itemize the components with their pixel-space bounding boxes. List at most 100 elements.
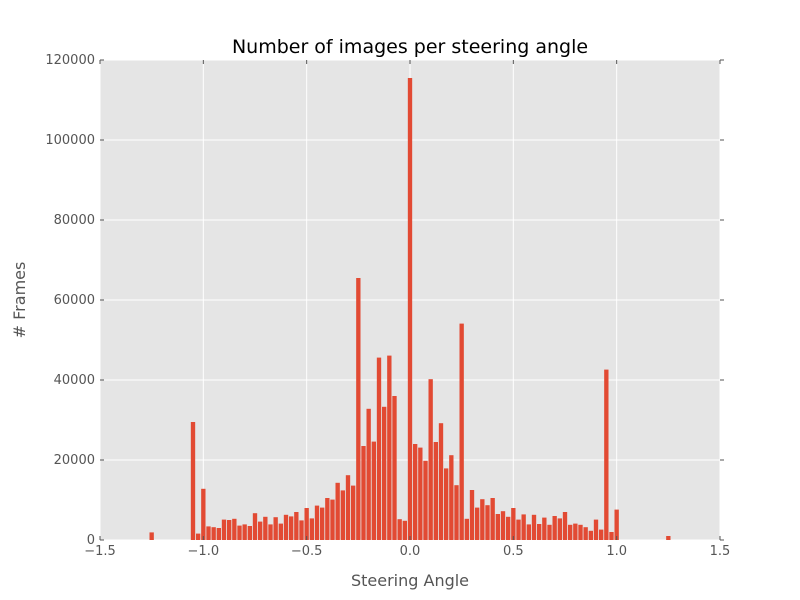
histogram-bar bbox=[428, 379, 433, 540]
histogram-bar bbox=[319, 507, 325, 540]
y-tick-label: 20000 bbox=[54, 453, 95, 468]
y-tick-label: 60000 bbox=[54, 293, 95, 308]
histogram-bar bbox=[309, 518, 315, 540]
x-tick-label: −1.0 bbox=[188, 544, 220, 559]
histogram-bar bbox=[583, 527, 588, 540]
histogram-bar bbox=[216, 528, 222, 540]
tick-labels: −1.5 −1.0 −0.5 0.0 0.5 1.0 1.5 0 20000 40000 60000… bbox=[45, 53, 730, 559]
histogram-bar bbox=[604, 369, 609, 540]
histogram-bar bbox=[278, 523, 284, 540]
histogram-bar bbox=[609, 532, 614, 540]
histogram-bar bbox=[268, 524, 273, 540]
histogram-bar bbox=[407, 78, 413, 540]
histogram-bar bbox=[454, 485, 459, 540]
histogram-bar bbox=[201, 488, 206, 540]
histogram-bar bbox=[567, 524, 573, 540]
histogram-bar bbox=[371, 441, 377, 540]
histogram-bar bbox=[283, 514, 289, 540]
histogram-bar bbox=[190, 422, 196, 540]
histogram-bar bbox=[350, 485, 356, 540]
histogram-bar bbox=[469, 490, 475, 540]
histogram-bar bbox=[376, 357, 382, 540]
histogram-bar bbox=[288, 516, 294, 540]
histogram-bar bbox=[402, 520, 408, 540]
histogram-bar bbox=[562, 512, 568, 540]
axis-ticks bbox=[99, 59, 724, 541]
x-tick-label: −0.5 bbox=[291, 544, 323, 559]
histogram-bar bbox=[237, 525, 242, 540]
histogram-bar bbox=[340, 490, 346, 540]
chart-title: Number of images per steering angle bbox=[232, 36, 588, 58]
histogram-bar bbox=[526, 524, 532, 540]
histogram-bar bbox=[598, 529, 604, 540]
histogram-bar bbox=[211, 527, 216, 540]
histogram-bar bbox=[614, 509, 619, 540]
histogram-bar bbox=[361, 446, 366, 540]
histogram-bar bbox=[304, 508, 309, 540]
histogram-bar bbox=[443, 468, 449, 540]
histogram-bar bbox=[330, 499, 335, 540]
histogram-bar bbox=[247, 526, 253, 540]
histogram-bar bbox=[412, 444, 418, 540]
histogram-bar bbox=[242, 524, 247, 540]
histogram-bar bbox=[485, 505, 490, 540]
histogram-bar bbox=[516, 519, 521, 540]
histogram-bar bbox=[232, 518, 237, 540]
histogram-bar bbox=[547, 524, 552, 540]
histogram-bar bbox=[433, 442, 439, 540]
histogram-bar bbox=[263, 516, 268, 540]
histogram-bar bbox=[588, 530, 594, 540]
y-tick-label: 120000 bbox=[45, 53, 95, 68]
histogram-bar bbox=[557, 518, 563, 540]
histogram-bar bbox=[464, 518, 470, 540]
histogram-bar bbox=[505, 516, 511, 540]
histogram-bar bbox=[449, 455, 454, 540]
histogram-bar bbox=[356, 278, 361, 540]
histogram-bar bbox=[578, 524, 583, 540]
x-tick-label: −1.5 bbox=[84, 544, 116, 559]
histogram-bar bbox=[521, 514, 526, 540]
histogram-bar bbox=[397, 519, 402, 540]
histogram-bar bbox=[294, 512, 299, 540]
histogram-bar bbox=[438, 423, 444, 540]
histogram-bar bbox=[221, 519, 227, 540]
histogram-bar bbox=[392, 396, 397, 540]
y-tick-label: 40000 bbox=[54, 373, 95, 388]
histogram-bar bbox=[542, 517, 547, 540]
histogram-bar bbox=[387, 355, 392, 540]
x-tick-label: 1.5 bbox=[710, 544, 731, 559]
histogram-bar bbox=[418, 447, 423, 540]
histogram-bar bbox=[531, 514, 537, 540]
histogram-bar bbox=[325, 498, 330, 540]
histogram-bar bbox=[495, 514, 501, 540]
histogram-bar bbox=[149, 532, 154, 540]
histogram-bar bbox=[480, 499, 485, 540]
histogram-bar bbox=[511, 508, 516, 540]
histogram-bar bbox=[536, 524, 542, 540]
histogram-bar bbox=[552, 516, 557, 540]
x-tick-label: 1.0 bbox=[606, 544, 627, 559]
x-tick-label: 0.5 bbox=[503, 544, 524, 559]
histogram-bar bbox=[423, 460, 428, 540]
histogram-bar bbox=[273, 517, 278, 540]
x-axis-title: Steering Angle bbox=[351, 571, 469, 590]
histogram-bar bbox=[226, 520, 232, 540]
x-tick-label: 0.0 bbox=[400, 544, 421, 559]
histogram-bar bbox=[345, 475, 351, 540]
histogram-bar bbox=[474, 507, 480, 540]
y-tick-label: 0 bbox=[87, 533, 95, 548]
histogram-bar bbox=[459, 323, 464, 540]
histogram-bar bbox=[195, 533, 201, 540]
histogram-bar bbox=[490, 498, 495, 540]
histogram-bar bbox=[314, 505, 320, 540]
histogram-bar bbox=[500, 511, 506, 540]
histogram-bar bbox=[206, 526, 211, 540]
histogram-bar bbox=[335, 482, 340, 540]
histogram-bar bbox=[593, 519, 599, 540]
histogram-bar bbox=[252, 513, 258, 540]
y-tick-label: 80000 bbox=[54, 213, 95, 228]
histogram-bar bbox=[299, 520, 304, 540]
y-tick-label: 100000 bbox=[45, 133, 95, 148]
histogram-bar bbox=[366, 408, 371, 540]
histogram-bar bbox=[257, 521, 263, 540]
